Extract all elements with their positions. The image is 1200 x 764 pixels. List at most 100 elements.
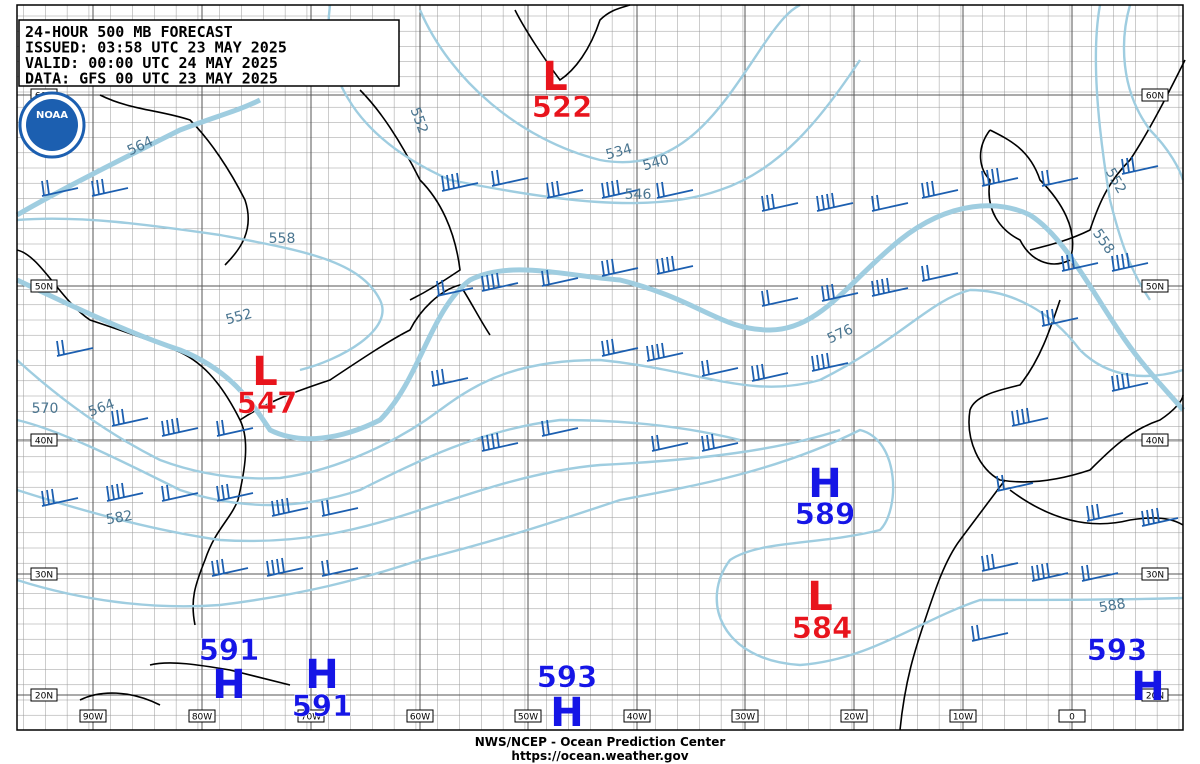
barb-flag bbox=[831, 283, 835, 299]
wind-barb bbox=[921, 180, 959, 199]
barb-flag bbox=[1151, 508, 1155, 524]
lat-label: 30N bbox=[35, 571, 53, 581]
barb-flag bbox=[1126, 252, 1130, 268]
barb-shaft bbox=[761, 202, 799, 212]
map-frame bbox=[16, 4, 1184, 731]
contour-label: 534 bbox=[604, 141, 634, 163]
barb-flag bbox=[701, 360, 705, 376]
lat-label-box bbox=[1141, 688, 1169, 702]
lat-label-box bbox=[1141, 567, 1169, 581]
grid bbox=[17, 5, 1183, 730]
barb-flag bbox=[121, 408, 125, 424]
barb-flag bbox=[1116, 254, 1120, 270]
barb-shaft bbox=[1031, 572, 1069, 582]
wind-barb bbox=[41, 179, 79, 197]
barb-flag bbox=[826, 284, 830, 300]
barb-flag bbox=[1121, 158, 1125, 174]
barb-shaft bbox=[601, 189, 639, 199]
barb-flag bbox=[546, 419, 550, 435]
barb-flag bbox=[1046, 309, 1050, 325]
barb-flag bbox=[1071, 253, 1075, 269]
barb-flag bbox=[701, 435, 705, 451]
lon-label-box bbox=[188, 709, 216, 723]
barb-flag bbox=[656, 343, 660, 359]
center-value: 593 bbox=[537, 660, 598, 694]
barb-flag bbox=[1066, 254, 1070, 270]
barb-flag bbox=[111, 484, 115, 500]
barb-flag bbox=[931, 180, 935, 196]
barb-flag bbox=[1126, 372, 1130, 388]
wind-barb bbox=[481, 432, 519, 452]
wind-barb bbox=[1081, 564, 1119, 582]
contour-label: 546 bbox=[625, 187, 652, 203]
barb-shaft bbox=[266, 567, 304, 577]
barb-flag bbox=[611, 180, 615, 196]
barb-shaft bbox=[111, 417, 149, 427]
wind-barb bbox=[871, 277, 909, 297]
barb-flag bbox=[761, 363, 765, 379]
wind-barb bbox=[1061, 253, 1099, 272]
wind-barb bbox=[1031, 562, 1069, 582]
header-box bbox=[18, 19, 400, 87]
barb-flag bbox=[986, 169, 990, 185]
barb-flag bbox=[281, 557, 285, 573]
wind-barb bbox=[441, 172, 479, 192]
barb-shaft bbox=[211, 567, 249, 577]
barb-flag bbox=[491, 433, 495, 449]
wind-barb bbox=[981, 553, 1019, 572]
wind-barb bbox=[601, 258, 639, 277]
lon-label: 20W bbox=[844, 713, 864, 723]
wind-barb bbox=[216, 483, 254, 502]
barb-flag bbox=[46, 489, 50, 505]
contour-label: 582 bbox=[105, 508, 134, 528]
barb-shaft bbox=[41, 497, 79, 507]
barb-flag bbox=[1046, 562, 1050, 578]
barb-flag bbox=[976, 624, 980, 640]
barb-flag bbox=[601, 182, 605, 198]
barb-shaft bbox=[1081, 572, 1119, 582]
lon-label: 50W bbox=[518, 713, 538, 723]
barb-flag bbox=[661, 257, 665, 273]
wind-barb bbox=[1086, 503, 1124, 522]
lat-label-box bbox=[1141, 279, 1169, 293]
lon-label: 70W bbox=[301, 713, 321, 723]
barb-flag bbox=[1126, 157, 1130, 173]
lon-label-box bbox=[949, 709, 977, 723]
barb-flag bbox=[1121, 253, 1125, 269]
barb-flag bbox=[811, 355, 815, 371]
barb-flag bbox=[276, 558, 280, 574]
barb-flag bbox=[1121, 373, 1125, 389]
barb-flag bbox=[1141, 510, 1145, 526]
barb-shaft bbox=[431, 377, 469, 387]
barb-flag bbox=[1086, 505, 1090, 521]
footer-line: https://ocean.weather.gov bbox=[511, 749, 688, 763]
barb-flag bbox=[876, 279, 880, 295]
barb-flag bbox=[491, 170, 495, 186]
barb-flag bbox=[496, 272, 500, 288]
header-line: 24-HOUR 500 MB FORECAST bbox=[25, 23, 233, 41]
center-value: 584 bbox=[792, 611, 853, 645]
lon-label-box bbox=[623, 709, 651, 723]
wind-barb bbox=[91, 178, 129, 197]
lat-label-box bbox=[1141, 433, 1169, 447]
barb-flag bbox=[661, 181, 665, 197]
lat-label: 60N bbox=[1146, 92, 1164, 102]
barb-flag bbox=[1091, 504, 1095, 520]
barb-shaft bbox=[871, 287, 909, 297]
barb-flag bbox=[886, 277, 890, 293]
barb-flag bbox=[921, 182, 925, 198]
barb-flag bbox=[286, 497, 290, 513]
barb-flag bbox=[226, 483, 230, 499]
barb-shaft bbox=[751, 372, 789, 382]
barb-shaft bbox=[1111, 262, 1149, 272]
barb-flag bbox=[546, 269, 550, 285]
barb-shaft bbox=[41, 187, 79, 197]
barb-flag bbox=[606, 259, 610, 275]
barb-shaft bbox=[816, 202, 854, 212]
barb-flag bbox=[216, 420, 220, 436]
center-value: 522 bbox=[532, 90, 593, 124]
barb-shaft bbox=[921, 272, 959, 282]
barb-shaft bbox=[971, 632, 1009, 642]
barb-flag bbox=[656, 258, 660, 274]
